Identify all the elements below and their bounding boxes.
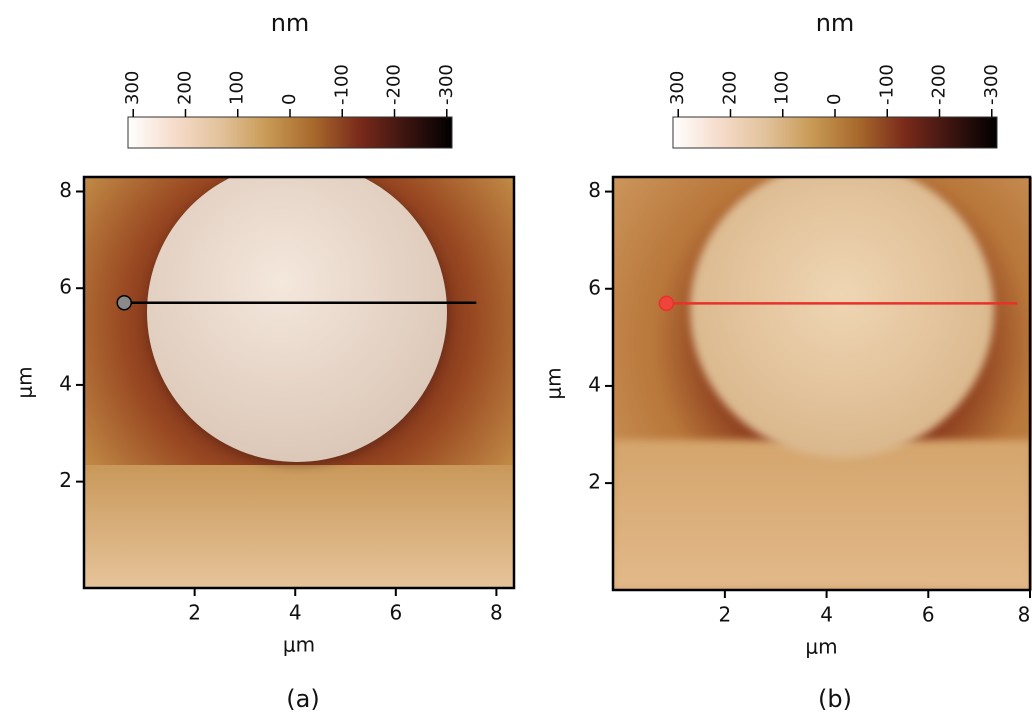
x-tick-label: 4: [820, 603, 833, 627]
colorbar-tick-label: -300: [436, 64, 457, 105]
x-tick-label: 6: [389, 601, 402, 625]
colorbar-tick-label: 100: [772, 71, 793, 105]
colorbar-tick-label: -200: [384, 64, 405, 105]
colorbar-tick-label: 300: [667, 71, 688, 105]
colorbar: [673, 117, 997, 148]
colorbar-label: nm: [816, 9, 855, 37]
x-tick-label: 2: [719, 603, 732, 627]
colorbar-tick-label: 0: [279, 94, 300, 105]
y-tick-label: 4: [59, 371, 72, 395]
profile-marker: [117, 296, 131, 310]
colorbar-tick-label: -100: [331, 64, 352, 105]
caption: (a): [286, 685, 319, 713]
afm-image-a: [84, 162, 514, 588]
x-axis-label: μm: [805, 635, 837, 659]
x-tick-label: 4: [289, 601, 302, 625]
colorbar-tick-label: -300: [981, 64, 1002, 105]
profile-marker: [659, 296, 673, 310]
colorbar-tick-label: 200: [174, 71, 195, 105]
y-axis-label: μm: [13, 366, 37, 398]
x-tick-label: 2: [188, 601, 201, 625]
figure: 2 4 6 8 2 4 6 8 μm μm (a) 300 200 100 0 -100 -200 -300 nm 2…: [0, 0, 1032, 723]
y-tick-label: 2: [588, 470, 601, 494]
colorbar: [128, 117, 452, 148]
caption: (b): [818, 685, 852, 713]
colorbar-tick-label: 200: [719, 71, 740, 105]
colorbar-tick-label: 100: [227, 71, 248, 105]
colorbar-tick-label: 0: [824, 94, 845, 105]
x-tick-label: 8: [490, 601, 503, 625]
colorbar-tick-label: 300: [122, 71, 143, 105]
y-tick-label: 6: [588, 275, 601, 299]
colorbar-tick-label: -200: [929, 64, 950, 105]
y-tick-label: 8: [59, 178, 72, 202]
y-axis-label: μm: [542, 367, 566, 399]
colorbar-tick-label: -100: [876, 64, 897, 105]
colorbar-label: nm: [271, 9, 310, 37]
x-axis-label: μm: [283, 633, 315, 657]
afm-image-b: [613, 162, 1032, 590]
y-tick-label: 2: [59, 468, 72, 492]
x-tick-label: 6: [922, 603, 935, 627]
y-tick-label: 8: [588, 178, 601, 202]
y-tick-label: 6: [59, 275, 72, 299]
x-tick-label: 8: [1018, 603, 1031, 627]
y-tick-label: 4: [588, 372, 601, 396]
